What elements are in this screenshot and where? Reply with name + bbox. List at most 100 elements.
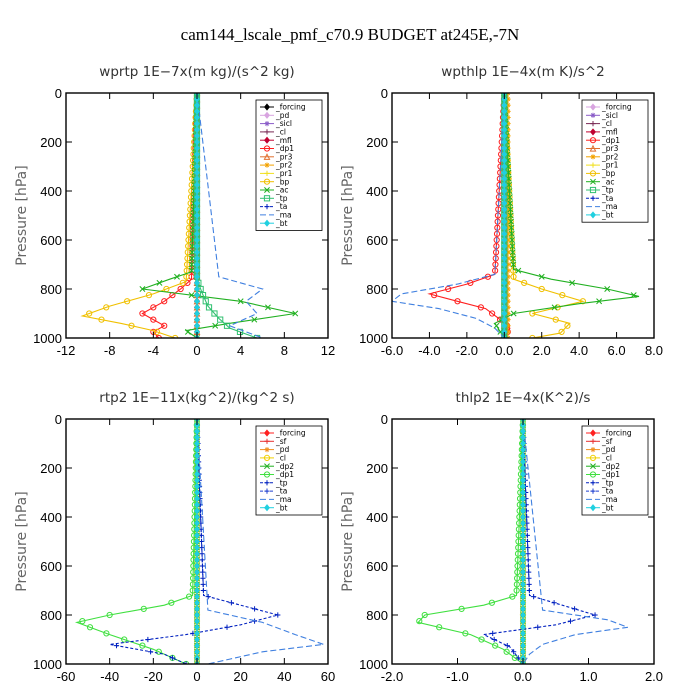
data-point: [183, 661, 189, 664]
series-line-tp: [196, 93, 258, 338]
data-point: [505, 292, 511, 298]
legend-label: _cl: [275, 454, 286, 463]
x-tick-label: 60: [321, 669, 335, 684]
data-point: [503, 648, 510, 655]
x-tick-label: -8: [104, 343, 116, 358]
y-tick-label: 1000: [33, 657, 62, 672]
data-point: [179, 279, 186, 286]
y-tick-label: 1000: [359, 331, 388, 346]
data-point: [509, 237, 516, 243]
legend-label: _ma: [601, 495, 618, 504]
legend-marker: [590, 438, 596, 444]
data-point: [505, 286, 511, 292]
plot-frame: [391, 92, 655, 339]
data-point: [505, 102, 511, 108]
data-point: [200, 569, 206, 575]
legend-label: _ac: [601, 177, 614, 186]
data-point: [535, 624, 541, 630]
legend-marker: [264, 111, 270, 119]
data-point: [493, 322, 500, 329]
legend-marker: [589, 471, 597, 478]
x-tick-label: 8.0: [645, 343, 663, 358]
figure-title: cam144_lscale_pmf_c70.9 BUDGET at245E,-7…: [181, 25, 520, 44]
legend-label: _forcing: [601, 429, 632, 438]
data-point: [564, 322, 571, 329]
series-line-bp: [503, 93, 586, 338]
y-tick-label: 800: [366, 608, 388, 623]
data-point: [217, 316, 224, 323]
data-point: [505, 310, 511, 317]
legend-label: _dp2: [275, 462, 294, 471]
data-point: [506, 194, 513, 201]
legend-label: _cl: [601, 119, 612, 128]
data-point: [525, 563, 532, 569]
legend-marker: [590, 447, 596, 453]
x-tick-label: -1.0: [446, 669, 468, 684]
data-point: [156, 279, 163, 286]
data-point: [505, 298, 511, 304]
data-point: [552, 316, 559, 323]
data-point: [121, 636, 128, 643]
x-tick-label: 4.0: [570, 343, 588, 358]
data-point: [186, 218, 193, 225]
data-point: [139, 286, 146, 292]
y-tick-label: 800: [40, 608, 62, 623]
data-point: [140, 605, 147, 612]
y-tick-label: 200: [366, 135, 388, 150]
series-group: [80, 93, 299, 338]
legend-marker: [264, 187, 270, 193]
legend-marker: [590, 121, 596, 127]
legend-label: _mfl: [601, 128, 618, 137]
legend-label: _sicl: [275, 119, 292, 128]
x-tick-label: -12: [57, 343, 76, 358]
data-point: [153, 328, 161, 335]
legend-marker: [590, 162, 596, 168]
legend-marker: [264, 129, 270, 135]
x-tick-label: -60: [57, 669, 76, 684]
legend-marker: [263, 195, 271, 202]
data-point: [436, 624, 443, 631]
data-point: [506, 181, 513, 188]
legend-label: _forcing: [601, 103, 632, 112]
legend-label: _tp: [275, 478, 288, 487]
legend-marker: [264, 136, 270, 144]
x-tick-label: 6.0: [608, 343, 626, 358]
legend-label: _forcing: [275, 103, 306, 112]
y-axis-label: Pressure [hPa]: [14, 491, 30, 591]
x-tick-label: 12: [321, 343, 335, 358]
data-point: [567, 618, 574, 624]
x-tick-label: 1.0: [579, 669, 597, 684]
series-line-dp1: [141, 93, 198, 338]
legend-marker: [264, 504, 270, 512]
data-point: [174, 273, 180, 280]
y-tick-label: 200: [40, 461, 62, 476]
data-point: [189, 249, 196, 256]
data-point: [150, 316, 157, 323]
legend-marker: [263, 471, 271, 478]
legend-label: _tp: [601, 186, 614, 195]
y-tick-label: 0: [55, 412, 62, 427]
legend-label: _sf: [601, 437, 613, 446]
data-point: [145, 636, 151, 643]
legend-label: _ma: [601, 202, 618, 211]
data-point: [492, 642, 499, 649]
data-point: [509, 593, 516, 600]
data-point: [514, 569, 521, 576]
data-point: [507, 206, 514, 213]
data-point: [505, 274, 511, 280]
data-point: [505, 127, 511, 133]
data-point: [188, 255, 195, 262]
data-point: [505, 200, 511, 206]
data-point: [79, 618, 86, 625]
series-line-ma: [522, 419, 628, 664]
legend-label: _sf: [275, 437, 287, 446]
y-tick-label: 0: [55, 86, 62, 101]
data-point: [505, 304, 511, 310]
panel-1: wprtp 1E−7x(m kg)/(s^2 kg) Pressure [hPa]…: [14, 64, 335, 358]
legend-marker: [264, 204, 270, 210]
legend-marker: [264, 170, 270, 176]
data-point: [188, 292, 195, 299]
data-point: [490, 630, 496, 636]
data-point: [265, 304, 271, 311]
